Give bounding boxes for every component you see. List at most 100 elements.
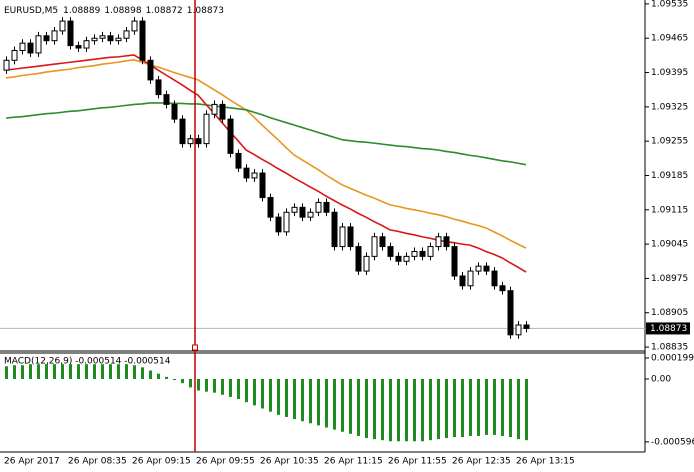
- histogram-bar: [509, 378, 512, 438]
- last-price-box: [646, 322, 690, 335]
- histogram-bar: [285, 378, 288, 417]
- histogram-bar: [141, 367, 144, 379]
- candle-body: [411, 250, 418, 257]
- candle-body: [523, 324, 530, 329]
- candle-body: [35, 35, 42, 54]
- candle-body: [283, 211, 290, 233]
- candle-body: [171, 103, 178, 120]
- candle-body: [27, 42, 34, 54]
- histogram-bar: [37, 364, 40, 379]
- histogram-bar: [93, 364, 96, 379]
- histogram-bar: [517, 378, 520, 440]
- candle-body: [75, 45, 82, 49]
- candle-body: [475, 265, 482, 272]
- histogram-bar: [21, 365, 24, 379]
- histogram-bar: [365, 378, 368, 439]
- y-tick-label: 1.08905: [651, 308, 688, 318]
- candle-body: [443, 236, 450, 248]
- candle-body: [139, 20, 146, 61]
- candle-body: [483, 265, 490, 272]
- candle-body: [195, 138, 202, 145]
- histogram-bar: [493, 378, 496, 435]
- histogram-bar: [149, 370, 152, 379]
- histogram-bar: [173, 378, 176, 381]
- x-tick-label: 26 Apr 2017: [4, 457, 60, 467]
- candle-body: [379, 236, 386, 248]
- candle-body: [427, 246, 434, 257]
- candle-body: [459, 275, 466, 287]
- candle-body: [339, 226, 346, 248]
- histogram-bar: [261, 378, 264, 409]
- histogram-bar: [349, 378, 352, 434]
- candle-body: [51, 30, 58, 42]
- histogram-bar: [45, 364, 48, 379]
- symbol: EURUSD,M5: [4, 6, 58, 16]
- candle-body: [387, 246, 394, 257]
- histogram-bar: [253, 378, 256, 406]
- histogram-bar: [525, 378, 528, 441]
- candle-body: [83, 40, 90, 49]
- x-tick-label: 26 Apr 10:35: [260, 457, 319, 467]
- histogram-bar: [237, 378, 240, 400]
- histogram-bar: [373, 378, 376, 440]
- candle-body: [371, 236, 378, 257]
- histogram-bar: [381, 378, 384, 441]
- candle-body: [347, 226, 354, 248]
- candle-body: [467, 270, 474, 287]
- candle-body: [499, 285, 506, 292]
- candle-body: [203, 113, 210, 145]
- histogram-bar: [437, 378, 440, 440]
- header-high: 1.08898: [104, 6, 141, 16]
- candle-body: [179, 118, 186, 145]
- candle-body: [243, 167, 250, 179]
- candle-body: [251, 172, 258, 179]
- histogram-bar: [269, 378, 272, 412]
- candle-body: [355, 246, 362, 272]
- histogram-bar: [317, 378, 320, 426]
- candle-body: [395, 255, 402, 262]
- histogram-bar: [133, 365, 136, 379]
- histogram-bar: [181, 378, 184, 384]
- histogram-bar: [77, 364, 80, 379]
- histogram-bar: [69, 364, 72, 379]
- y-tick-label: 1.09045: [651, 240, 688, 250]
- moving-average-line: [5, 58, 527, 249]
- histogram-bar: [29, 364, 32, 379]
- candle-body: [227, 118, 234, 154]
- y-tick-label: 1.09115: [651, 205, 688, 215]
- candle-body: [131, 20, 138, 32]
- y-tick-label: 1.09395: [651, 68, 688, 78]
- candle-body: [59, 20, 66, 32]
- candle-body: [147, 59, 154, 81]
- header-close: 1.08873: [187, 6, 224, 16]
- histogram-bar: [221, 378, 224, 395]
- header-low: 1.08872: [146, 6, 183, 16]
- x-tick-label: 26 Apr 11:55: [388, 457, 447, 467]
- candle-body: [115, 37, 122, 42]
- plot-area: [0, 17, 645, 339]
- histogram-bar: [109, 364, 112, 379]
- header-open: 1.08889: [63, 6, 100, 16]
- x-tick-label: 26 Apr 08:35: [68, 457, 127, 467]
- histogram-bar: [429, 378, 432, 441]
- y-tick-label: 1.09465: [651, 34, 688, 44]
- histogram-bar: [301, 378, 304, 422]
- candle-body: [3, 59, 10, 71]
- vertical-line-anchor: [192, 344, 198, 351]
- candle-body: [163, 94, 170, 105]
- histogram-bar: [277, 378, 280, 415]
- y-tick-label: 1.09535: [651, 0, 688, 9]
- histogram-bar: [189, 378, 192, 388]
- x-tick-label: 26 Apr 09:55: [196, 457, 255, 467]
- candle-body: [43, 35, 50, 42]
- histogram-bar: [453, 378, 456, 438]
- histogram-bar: [397, 378, 400, 442]
- candle-body: [435, 236, 442, 248]
- y-tick-label: 0.000199: [651, 353, 694, 363]
- candle-body: [331, 211, 338, 248]
- histogram-bar: [469, 378, 472, 436]
- histogram-bar: [485, 378, 488, 435]
- candle-body: [403, 255, 410, 262]
